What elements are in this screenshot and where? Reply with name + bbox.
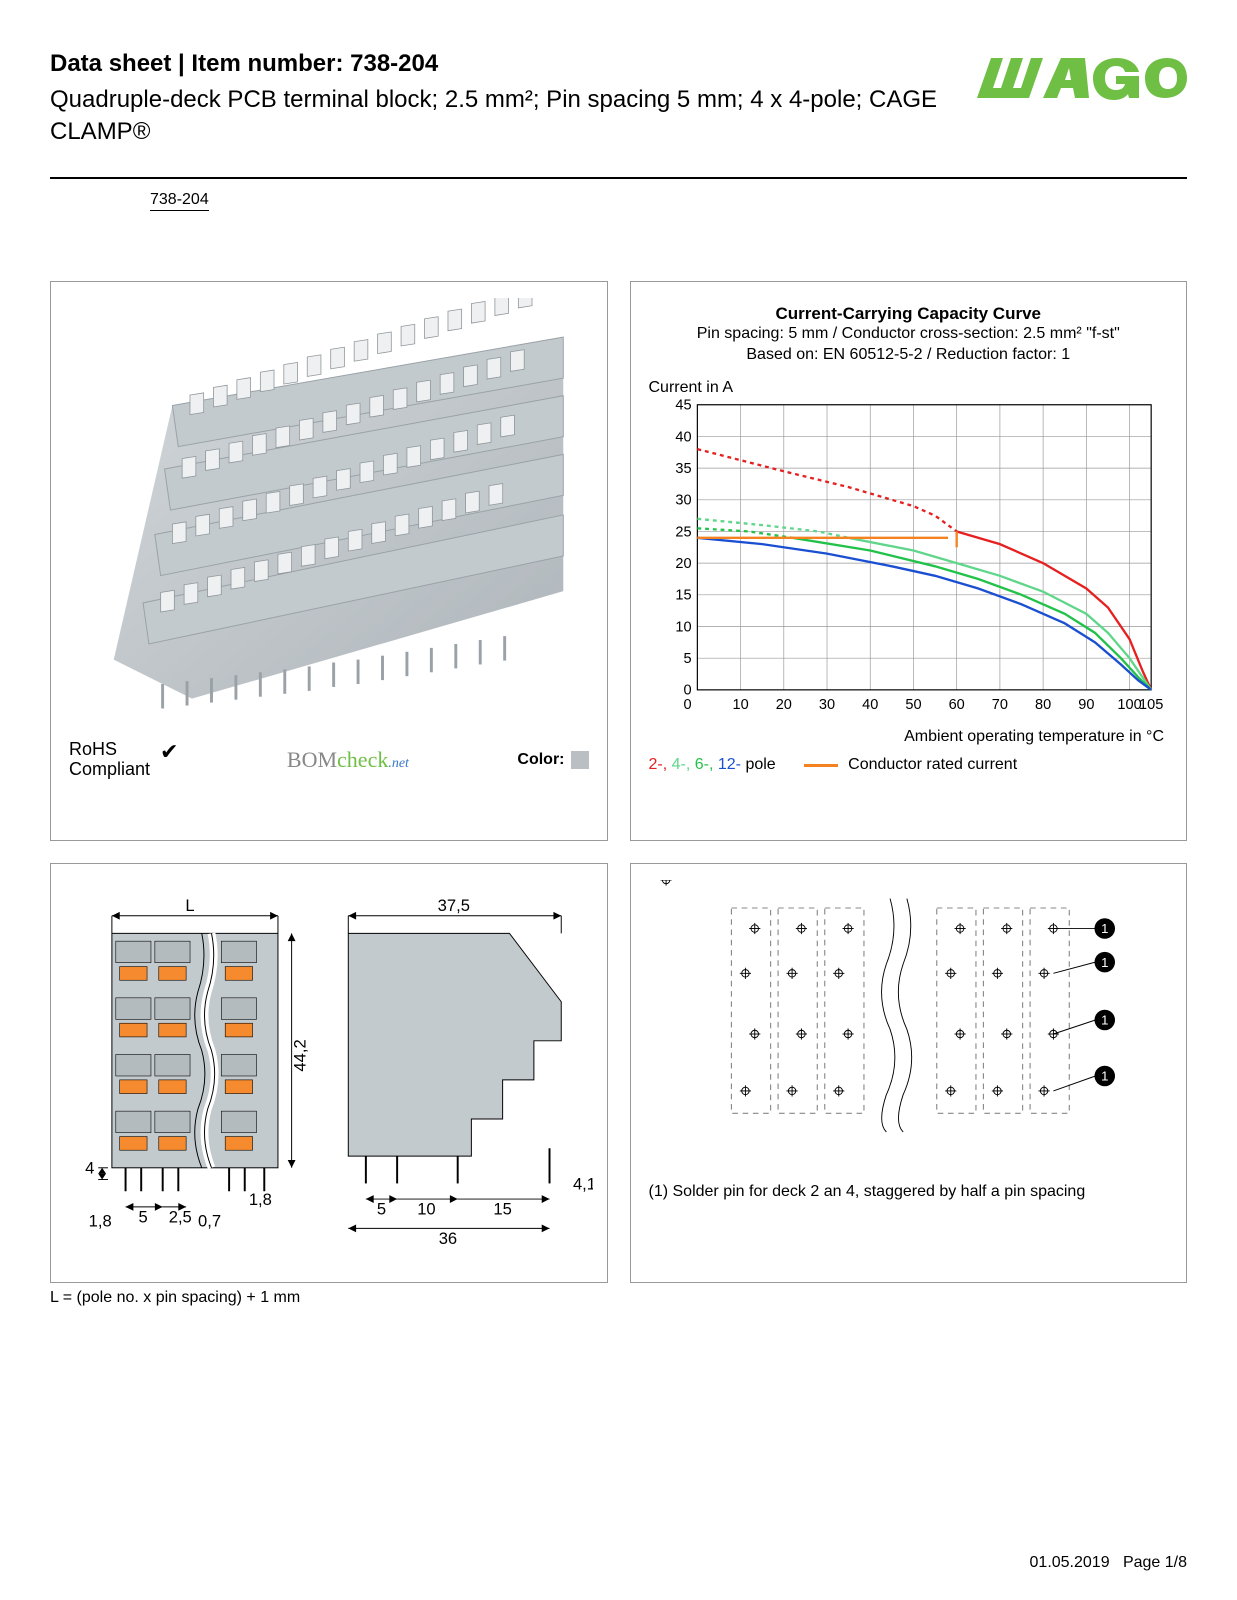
header-text: Data sheet | Item number: 738-204 Quadru…	[50, 50, 977, 149]
footprint-note: (1) Solder pin for deck 2 an 4, staggere…	[649, 1183, 1169, 1201]
svg-text:37,5: 37,5	[438, 896, 470, 915]
svg-text:10: 10	[417, 1199, 435, 1218]
dimensions-caption: L = (pole no. x pin spacing) + 1 mm	[50, 1289, 1187, 1307]
svg-text:2,5: 2,5	[169, 1207, 192, 1226]
svg-text:0,7: 0,7	[198, 1211, 221, 1230]
chart-legend: 2-, 4-, 6-, 12- pole Conductor rated cur…	[649, 756, 1169, 774]
svg-text:1: 1	[1101, 1068, 1108, 1083]
svg-text:70: 70	[991, 698, 1007, 714]
product-image	[69, 298, 589, 728]
header: Data sheet | Item number: 738-204 Quadru…	[50, 50, 1187, 179]
footprint-panel: 1 1 1 1 (1) Solder pin for deck 2 an 4, …	[630, 863, 1188, 1283]
svg-text:15: 15	[675, 588, 691, 604]
svg-text:30: 30	[818, 698, 834, 714]
color-swatch	[571, 751, 589, 769]
svg-text:50: 50	[905, 698, 921, 714]
dimensions-svg: L	[65, 876, 593, 1274]
footer: 01.05.2019 Page 1/8	[1030, 1554, 1187, 1572]
check-icon: ✔	[160, 740, 178, 764]
legend-2pole: 2-,	[649, 756, 668, 773]
legend-rated-label: Conductor rated current	[848, 756, 1017, 773]
chart-panel: Current-Carrying Capacity Curve Pin spac…	[630, 281, 1188, 841]
svg-text:35: 35	[675, 461, 691, 477]
legend-rated: Conductor rated current	[804, 756, 1017, 774]
color-label: Color:	[517, 751, 588, 769]
svg-text:45: 45	[675, 398, 691, 414]
chart-sub1: Pin spacing: 5 mm / Conductor cross-sect…	[649, 324, 1169, 345]
legend-pole-suffix: pole	[745, 756, 775, 773]
svg-text:4: 4	[85, 1158, 94, 1177]
svg-text:0: 0	[683, 698, 691, 714]
legend-12pole: 12-	[718, 756, 741, 773]
svg-text:1,8: 1,8	[249, 1190, 272, 1209]
svg-text:4,1: 4,1	[573, 1174, 593, 1193]
svg-text:36: 36	[439, 1229, 457, 1248]
panels-grid: RoHS Compliant ✔ BOMcheck.net Color: Cur…	[50, 281, 1187, 1283]
legend-poles: 2-, 4-, 6-, 12- pole	[649, 756, 776, 774]
y-axis-label: Current in A	[649, 379, 1169, 397]
bomcheck-logo: BOMcheck.net	[287, 747, 409, 773]
doc-title: Data sheet | Item number: 738-204	[50, 50, 977, 78]
svg-text:1: 1	[1101, 921, 1108, 936]
svg-text:100: 100	[1117, 698, 1141, 714]
dimensions-panel: L	[50, 863, 608, 1283]
svg-text:1,8: 1,8	[89, 1211, 112, 1230]
compliance-row: RoHS Compliant ✔ BOMcheck.net Color:	[69, 740, 589, 780]
svg-text:25: 25	[675, 525, 691, 541]
x-axis-label: Ambient operating temperature in °C	[649, 728, 1169, 746]
svg-text:40: 40	[675, 430, 691, 446]
svg-text:15: 15	[493, 1199, 511, 1218]
chart-title: Current-Carrying Capacity Curve	[649, 304, 1169, 324]
datasheet-page: Data sheet | Item number: 738-204 Quadru…	[0, 0, 1237, 1600]
svg-text:5: 5	[377, 1199, 386, 1218]
svg-text:80: 80	[1035, 698, 1051, 714]
rohs-badge: RoHS Compliant ✔	[69, 740, 178, 780]
svg-text:1: 1	[1101, 1012, 1108, 1027]
chart-sub2: Based on: EN 60512-5-2 / Reduction facto…	[649, 345, 1169, 366]
svg-text:44,2: 44,2	[290, 1039, 309, 1071]
item-link[interactable]: 738-204	[150, 191, 209, 211]
doc-subtitle: Quadruple-deck PCB terminal block; 2.5 m…	[50, 84, 977, 149]
wago-logo	[977, 50, 1187, 106]
svg-text:90: 90	[1078, 698, 1094, 714]
footer-page: Page 1/8	[1123, 1554, 1187, 1571]
rated-swatch	[804, 764, 838, 767]
svg-text:L: L	[185, 896, 194, 915]
chart-area: Current in A 0 5 10 15 20 25 30 35 40 45 10 20 30 40 5…	[649, 379, 1169, 746]
svg-text:5: 5	[683, 651, 691, 667]
legend-6pole: 6-,	[695, 756, 714, 773]
svg-text:40: 40	[862, 698, 878, 714]
svg-text:30: 30	[675, 493, 691, 509]
legend-4pole: 4-,	[672, 756, 691, 773]
svg-text:5: 5	[139, 1207, 148, 1226]
svg-text:105: 105	[1139, 698, 1163, 714]
svg-text:1: 1	[1101, 955, 1108, 970]
svg-text:10: 10	[675, 620, 691, 636]
rohs-line2: Compliant	[69, 760, 150, 780]
svg-text:20: 20	[675, 556, 691, 572]
footprint-svg: 1 1 1 1	[649, 880, 1169, 1160]
rohs-line1: RoHS	[69, 740, 150, 760]
color-label-text: Color:	[517, 751, 564, 769]
svg-text:10: 10	[732, 698, 748, 714]
product-panel: RoHS Compliant ✔ BOMcheck.net Color:	[50, 281, 608, 841]
svg-text:20: 20	[775, 698, 791, 714]
footer-date: 01.05.2019	[1030, 1554, 1110, 1571]
chart-svg: 0 5 10 15 20 25 30 35 40 45 10 20 30 40 50 60 70 80 90 1001…	[649, 397, 1169, 717]
svg-text:60: 60	[948, 698, 964, 714]
